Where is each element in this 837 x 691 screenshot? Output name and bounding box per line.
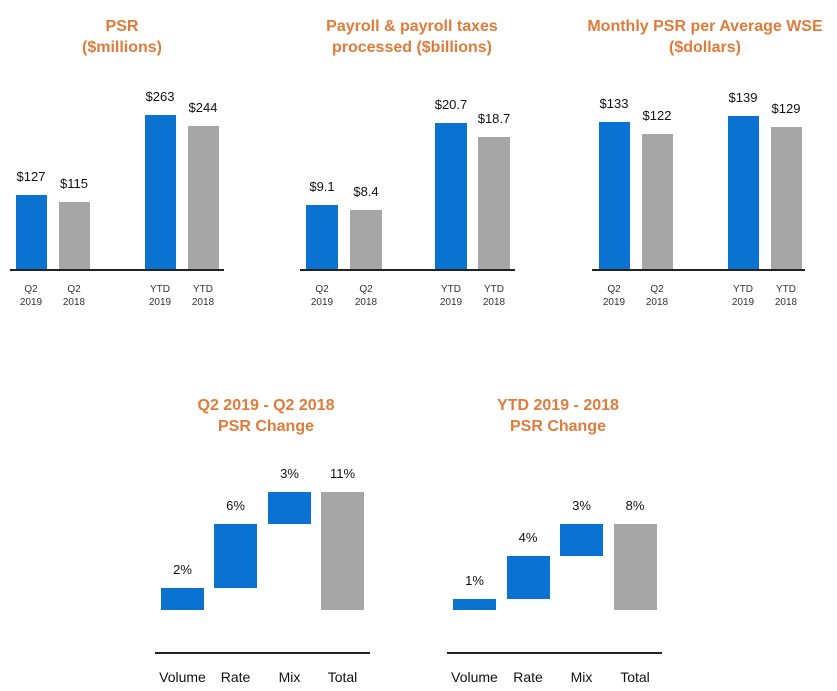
bar <box>268 491 311 524</box>
value-label: 3% <box>572 497 591 513</box>
bar <box>161 588 204 610</box>
x-tick-label: Q2 2019 <box>19 284 43 308</box>
bar <box>770 126 802 270</box>
bar <box>598 122 630 270</box>
value-label: 2% <box>173 562 192 578</box>
value-label: $139 <box>728 89 758 105</box>
x-tick-label: Total <box>327 669 358 685</box>
value-label: 6% <box>226 497 245 513</box>
x-axis <box>447 652 662 654</box>
value-label: 8% <box>625 497 645 513</box>
chart-title: Monthly PSR per Average WSE ($dollars) <box>587 18 823 56</box>
x-tick-label: Q2 2018 <box>645 284 669 308</box>
x-tick-label: YTD 2019 <box>439 284 463 308</box>
chart-title: Payroll & payroll taxes processed ($bill… <box>326 18 498 56</box>
value-label: 3% <box>280 465 299 481</box>
bar <box>435 122 467 270</box>
value-label: $18.7 <box>477 110 511 126</box>
value-label: 1% <box>465 573 484 589</box>
value-label: $9.1 <box>309 179 335 195</box>
value-label: 4% <box>518 530 538 546</box>
x-tick-label: Q2 2019 <box>310 284 334 308</box>
value-label: 11% <box>329 465 356 481</box>
x-tick-label: Mix <box>570 669 593 685</box>
value-label: $122 <box>642 108 672 124</box>
bar <box>350 210 382 270</box>
x-tick-label: YTD 2018 <box>191 284 215 308</box>
bar <box>15 195 47 270</box>
x-axis <box>10 269 224 271</box>
value-label: $127 <box>16 169 46 185</box>
bar <box>560 523 603 557</box>
x-tick-label: Q2 2018 <box>354 284 378 308</box>
x-tick-label: Volume <box>159 669 206 685</box>
bar <box>306 205 338 270</box>
bar <box>453 599 496 610</box>
bar <box>641 134 673 270</box>
value-label: $115 <box>60 176 88 192</box>
x-tick-label: Q2 2018 <box>62 284 86 308</box>
value-label: $263 <box>145 88 175 104</box>
chart-title: PSR ($millions) <box>81 18 162 56</box>
x-axis <box>592 269 805 271</box>
x-tick-label: YTD 2018 <box>482 284 506 308</box>
x-tick-label: YTD 2019 <box>148 284 172 308</box>
x-tick-label: YTD 2019 <box>731 284 755 308</box>
bar <box>727 115 759 270</box>
value-label: $20.7 <box>434 96 468 112</box>
x-tick-label: Total <box>620 669 650 685</box>
x-tick-label: Volume <box>451 669 498 685</box>
x-tick-label: Q2 2019 <box>602 284 626 308</box>
bar <box>187 126 219 270</box>
x-tick-label: Mix <box>278 669 301 685</box>
bar <box>321 491 364 610</box>
value-label: $133 <box>599 96 629 112</box>
bar <box>613 523 657 610</box>
value-label: $129 <box>771 100 801 116</box>
value-label: $8.4 <box>353 184 379 200</box>
bar <box>506 556 550 600</box>
bar <box>478 136 510 270</box>
x-tick-label: Rate <box>220 669 251 685</box>
chart-title: Q2 2019 - Q2 2018 PSR Change <box>197 397 335 435</box>
bar <box>144 114 176 270</box>
bar <box>58 202 90 270</box>
bar <box>214 523 257 589</box>
value-label: $244 <box>188 100 218 115</box>
x-tick-label: Rate <box>513 669 543 685</box>
chart-title: YTD 2019 - 2018 PSR Change <box>497 397 619 435</box>
x-tick-label: YTD 2018 <box>774 284 798 308</box>
x-axis <box>300 269 515 271</box>
x-axis <box>155 652 370 654</box>
